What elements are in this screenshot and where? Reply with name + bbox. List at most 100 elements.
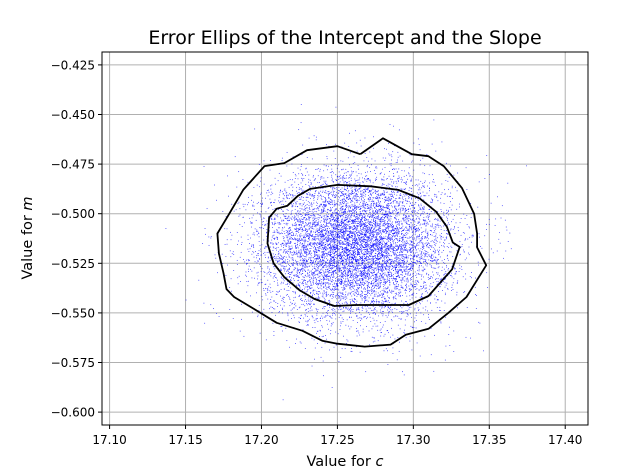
scatter-point (349, 177, 350, 179)
scatter-point (418, 289, 420, 291)
scatter-point (327, 241, 328, 242)
scatter-point (445, 278, 446, 280)
scatter-point (390, 165, 392, 167)
scatter-point (443, 310, 445, 311)
scatter-point (417, 229, 418, 231)
scatter-point (358, 199, 360, 201)
scatter-point (334, 238, 336, 240)
scatter-point (291, 303, 293, 305)
scatter-point (382, 230, 384, 232)
scatter-point (459, 222, 461, 224)
scatter-point (388, 207, 390, 209)
scatter-point (338, 262, 339, 263)
scatter-point (364, 189, 366, 191)
scatter-point (372, 230, 373, 232)
scatter-point (337, 226, 339, 228)
scatter-point (311, 210, 313, 212)
scatter-point (235, 209, 237, 211)
scatter-point (301, 231, 303, 232)
scatter-point (416, 184, 418, 185)
scatter-point (304, 225, 306, 227)
scatter-point (346, 252, 348, 253)
scatter-point (258, 282, 260, 284)
scatter-point (364, 235, 366, 237)
scatter-point (368, 307, 370, 309)
scatter-point (402, 236, 404, 238)
scatter-point (381, 306, 383, 308)
scatter-point (327, 271, 329, 272)
scatter-point (343, 287, 345, 288)
scatter-point (392, 226, 394, 228)
scatter-point (361, 233, 363, 235)
scatter-point (319, 297, 321, 299)
scatter-point (412, 218, 414, 219)
scatter-point (305, 315, 307, 317)
scatter-point (381, 252, 382, 254)
scatter-point (298, 187, 300, 189)
scatter-point (405, 219, 407, 221)
scatter-point (401, 189, 402, 191)
scatter-point (396, 232, 397, 234)
scatter-point (387, 274, 389, 275)
scatter-point (381, 242, 383, 244)
scatter-point (405, 256, 407, 258)
scatter-point (390, 265, 392, 267)
scatter-point (344, 281, 346, 283)
scatter-point (329, 233, 331, 235)
scatter-point (385, 196, 387, 198)
scatter-point (322, 258, 324, 260)
scatter-point (319, 182, 320, 183)
scatter-point (336, 239, 338, 240)
scatter-point (360, 270, 361, 272)
scatter-point (329, 305, 330, 307)
scatter-point (424, 255, 426, 257)
scatter-point (415, 312, 417, 314)
scatter-point (447, 233, 449, 235)
scatter-point (397, 213, 399, 214)
scatter-point (392, 224, 393, 225)
scatter-point (311, 194, 313, 195)
scatter-point (401, 247, 403, 249)
scatter-point (400, 249, 402, 251)
scatter-point (384, 258, 386, 260)
scatter-point (381, 236, 382, 238)
scatter-point (381, 250, 383, 252)
scatter-point (372, 231, 374, 233)
scatter-point (282, 259, 283, 260)
scatter-point (253, 244, 254, 246)
scatter-point (335, 261, 337, 263)
scatter-point (291, 272, 293, 274)
scatter-point (360, 225, 362, 227)
scatter-point (399, 246, 401, 248)
scatter-point (320, 197, 322, 199)
scatter-point (393, 175, 395, 177)
scatter-point (370, 294, 372, 296)
scatter-point (357, 165, 359, 166)
scatter-point (349, 262, 350, 263)
scatter-point (382, 157, 384, 159)
scatter-point (368, 276, 370, 278)
scatter-point (378, 247, 380, 249)
scatter-point (338, 232, 340, 233)
scatter-point (321, 295, 323, 297)
scatter-point (398, 180, 399, 182)
scatter-point (354, 285, 355, 287)
scatter-point (341, 263, 343, 265)
scatter-point (378, 288, 380, 289)
scatter-point (315, 242, 317, 244)
scatter-point (268, 191, 270, 193)
scatter-point (390, 246, 392, 248)
scatter-point (339, 222, 341, 224)
scatter-point (330, 246, 332, 248)
scatter-point (349, 228, 351, 229)
scatter-point (430, 201, 432, 203)
scatter-point (349, 226, 351, 228)
scatter-point (428, 246, 429, 248)
scatter-point (333, 240, 335, 242)
scatter-point (386, 261, 388, 263)
scatter-point (424, 237, 426, 239)
scatter-point (239, 256, 241, 258)
scatter-point (390, 251, 392, 252)
scatter-point (277, 303, 279, 304)
scatter-point (414, 256, 416, 258)
